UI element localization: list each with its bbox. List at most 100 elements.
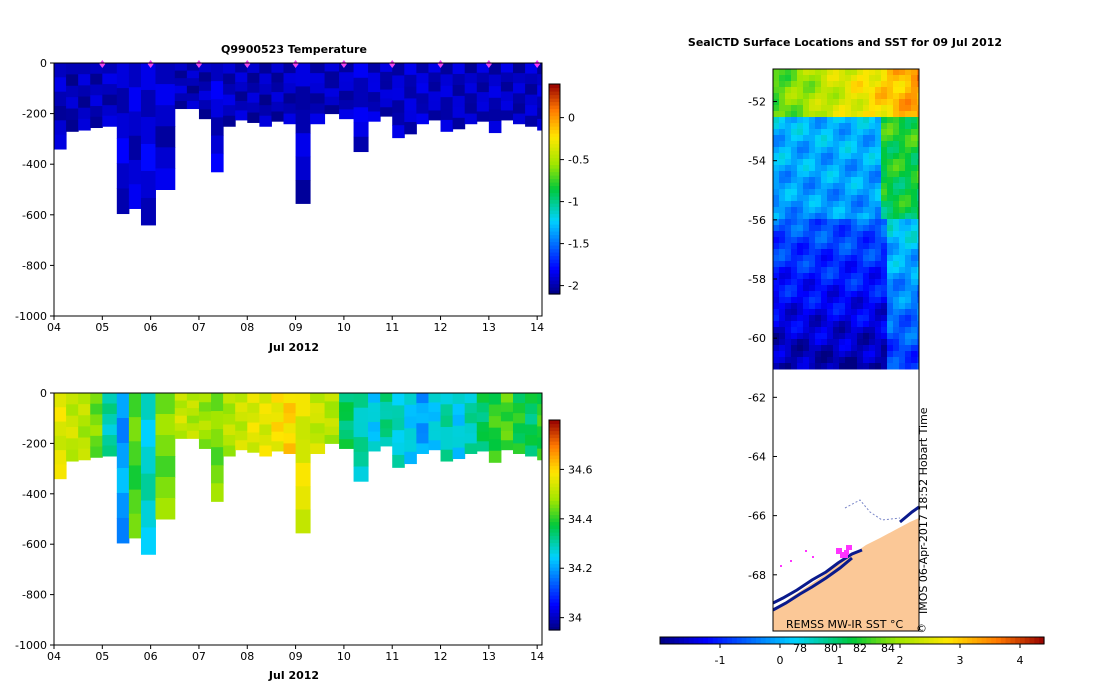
temperature-profile-cell [223,115,236,127]
surface-marker [195,60,202,68]
colorbar-segment [880,637,887,644]
sst-cell [815,123,822,130]
sst-cell [773,333,780,340]
sst-cell [881,117,888,124]
sst-cell [881,243,888,250]
sst-cell [899,189,906,196]
salinity-profile-cell [102,435,118,446]
sst-cell [881,219,888,226]
sst-cell [821,333,828,340]
sst-cell [911,129,918,136]
salinity-profile-cell [310,423,326,434]
sst-cell [857,201,864,208]
salinity-profile-cell [440,438,454,451]
sst-cell [833,345,840,352]
sst-cell [887,351,894,358]
colorbar-segment [549,437,560,442]
temperature-profile-cell [513,93,526,104]
sst-cell [905,273,912,280]
sst-cell [809,147,816,154]
sst-cell [797,171,804,178]
temperature-profile-cell [440,108,454,121]
colorbar-segment [1039,637,1045,644]
salinity-profile-cell [295,416,311,441]
sst-cell [857,291,864,298]
temperature-profile-cell [102,115,118,127]
sst-cell [881,285,888,292]
sst-cell [773,249,780,256]
sst-cell [881,351,888,358]
sst-cell [875,183,882,190]
sst-cell [845,129,852,136]
sst-cell [827,111,834,118]
temperature-profile-cell [310,63,326,74]
salinity-profile-cell [78,415,91,427]
sst-cell [917,321,919,328]
sst-cell [869,105,876,112]
sst-cell [887,147,894,154]
sst-cell [911,171,918,178]
sst-cell [833,273,840,280]
x-tick-label: 07 [192,321,206,334]
x-tick-label: 04 [47,650,61,663]
sst-cell [893,345,900,352]
copyright-mark: © [916,622,927,635]
temperature-profile-cell [78,74,91,86]
sst-cell [905,99,912,106]
sst-cell [803,195,810,202]
colorbar-segment [765,637,771,644]
colorbar-segment [549,546,560,551]
sst-cell [875,327,882,334]
sst-cell [887,201,894,208]
sst-cell [911,225,918,232]
sst-cell [893,243,900,250]
sst-cell [917,147,919,154]
temperature-x-axis-label: Jul 2012 [268,341,319,354]
sst-cell [887,237,894,244]
sst-cell [779,309,786,316]
sst-cell [773,243,780,250]
sst-cell [905,123,912,130]
salinity-profile-cell [488,439,502,452]
sst-cell [851,201,858,208]
sst-cell [797,327,804,334]
sst-cell [797,363,804,370]
sst-cell [857,165,864,172]
sst-cell [773,363,780,370]
sst-cell [821,153,828,160]
colorbar-segment [549,486,560,491]
sst-cell [917,135,919,142]
sst-cell [851,225,858,232]
temperature-colorbar: 0-0.5-1-1.5-2 [548,83,589,295]
temperature-profile-cell [500,100,514,111]
sst-cell [881,231,888,238]
sst-cell [851,315,858,322]
sst-cell [791,363,798,370]
temperature-profile-cell [198,63,212,73]
salinity-profile-cell [223,414,236,425]
sst-cell [797,87,804,94]
sst-cell [899,165,906,172]
colorbar-segment [1010,637,1016,644]
sst-product-annotation: REMSS MW-IR SST °C [786,618,904,631]
sst-cell [875,291,882,298]
salinity-profile-cell [271,421,285,433]
sst-cell [863,309,870,316]
salinity-profile-cell [128,489,142,515]
sst-cell [785,195,792,202]
sst-cell [887,285,894,292]
sst-cell [833,249,840,256]
temperature-profile-cell [54,134,67,150]
sst-cell [797,159,804,166]
salinity-profile-cell [186,393,200,402]
sst-cell [893,327,900,334]
temperature-profile-cell [310,93,326,104]
sst-cell [905,315,912,322]
temperature-profile-cell [90,73,103,86]
colorbar-segment [549,276,560,281]
sst-cell [869,141,876,148]
sst-cell [851,243,858,250]
sst-cell [905,87,912,94]
sst-cell [809,135,816,142]
sst-cell [899,123,906,130]
